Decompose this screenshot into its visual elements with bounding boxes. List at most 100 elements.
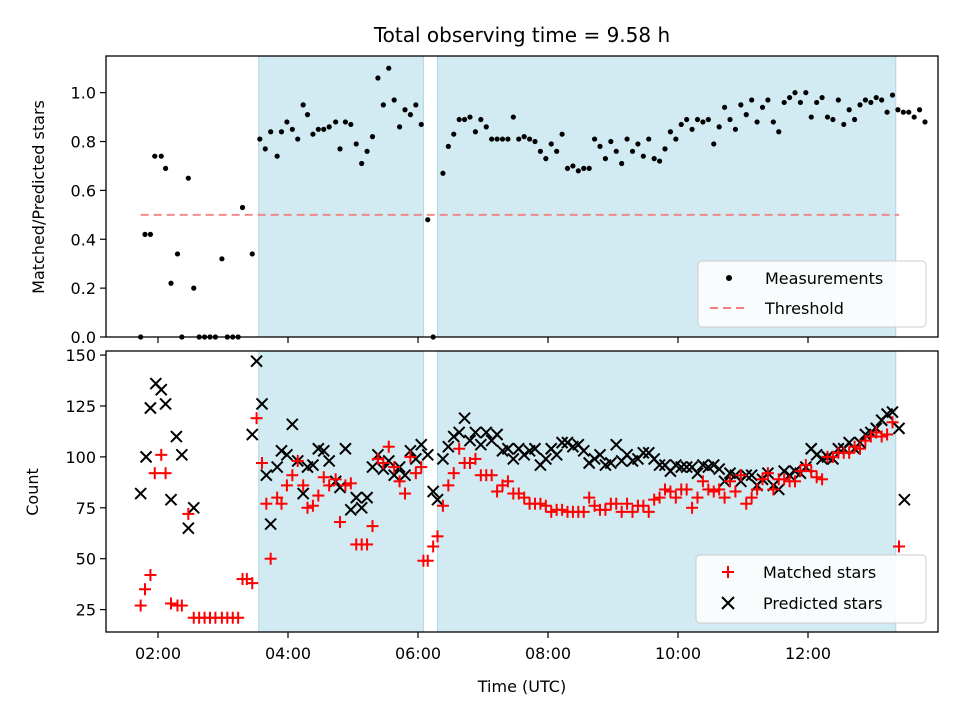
predicted-star-point	[398, 469, 412, 482]
shaded-region	[258, 55, 424, 338]
predicted-star-point	[355, 501, 368, 514]
bottom-y-axis-label: Count	[23, 468, 42, 516]
matched-star-point	[165, 597, 177, 610]
matched-star-point	[256, 456, 268, 469]
matched-star-point	[382, 440, 395, 453]
measurement-point	[494, 136, 500, 142]
matched-star-point	[599, 503, 612, 516]
predicted-star-point	[159, 397, 172, 411]
measurement-point	[884, 109, 890, 115]
measurement-point	[586, 165, 592, 171]
matched-star-point	[767, 483, 780, 496]
predicted-star-point	[653, 458, 666, 472]
measurement-point	[857, 102, 863, 108]
measurement-point	[689, 126, 695, 132]
measurement-point	[451, 131, 457, 137]
shaded-region	[258, 350, 424, 633]
x-tick-label: 12:00	[785, 644, 831, 663]
bottom-y-tick-label: 75	[76, 499, 96, 518]
measurement-point	[656, 158, 663, 164]
measurement-point	[174, 251, 181, 257]
measurement-point	[776, 129, 782, 135]
matched-star-point	[789, 475, 801, 488]
matched-star-point	[881, 428, 894, 441]
matched-stars-points	[134, 412, 905, 624]
predicted-star-point	[270, 460, 284, 474]
matched-star-point	[175, 599, 188, 612]
measurement-point	[602, 156, 609, 162]
matched-star-point	[329, 473, 342, 486]
measurement-point	[386, 65, 392, 71]
matched-star-point	[691, 491, 704, 504]
measurement-point	[472, 129, 479, 135]
measurement-point	[770, 119, 776, 125]
predicted-star-point	[280, 448, 294, 462]
matched-star-point	[377, 456, 390, 469]
measurement-point	[803, 90, 809, 96]
measurement-point	[765, 97, 771, 103]
predicted-star-point	[264, 517, 277, 531]
matched-star-point	[323, 479, 336, 492]
matched-star-point	[501, 475, 514, 488]
top-y-tick-label: 0.2	[71, 279, 96, 298]
measurement-point	[521, 134, 527, 140]
top-title: Total observing time = 9.58 h	[373, 23, 670, 47]
matched-star-point	[404, 450, 417, 463]
measurement-point	[380, 102, 386, 108]
predicted-star-point	[610, 438, 623, 451]
matched-star-point	[182, 507, 195, 520]
matched-star-point	[615, 505, 628, 518]
measurement-point	[889, 92, 896, 98]
measurement-point	[743, 112, 749, 118]
matched-star-point	[534, 497, 547, 510]
predicted-star-point	[286, 418, 299, 431]
measurement-point	[413, 102, 419, 108]
matched-star-point	[805, 465, 818, 478]
predicted-star-point	[175, 448, 189, 462]
predicted-star-point	[892, 422, 906, 435]
measurement-point	[537, 148, 544, 154]
matched-star-point	[260, 497, 273, 510]
top-ticks: 0.0 0.2 0.4 0.6 0.8 1.0	[71, 84, 809, 347]
measurement-point	[711, 141, 717, 147]
matched-star-point	[339, 479, 352, 492]
matched-star-point	[734, 469, 747, 482]
measurement-point	[364, 148, 370, 154]
measurement-point	[425, 217, 431, 223]
matched-star-point	[729, 485, 742, 498]
measurement-point	[851, 116, 858, 123]
predicted-star-point	[139, 450, 153, 464]
measurement-point	[483, 124, 489, 130]
measurement-point	[142, 231, 148, 237]
matched-star-point	[664, 485, 677, 498]
predicted-star-point	[898, 493, 911, 506]
measurement-point	[337, 146, 343, 152]
matched-star-point	[724, 475, 736, 488]
measurement-point	[608, 138, 614, 145]
matched-star-point	[696, 475, 709, 488]
measurement-point	[300, 102, 306, 108]
measurement-point	[873, 94, 879, 101]
legend-measurements-label: Measurements	[765, 269, 883, 288]
matched-star-point	[246, 577, 259, 590]
matched-star-point	[886, 416, 899, 429]
predicted-star-point	[436, 452, 450, 466]
measurement-point	[922, 119, 928, 125]
measurement-point	[375, 75, 381, 81]
predicted-star-point	[426, 485, 440, 498]
predicted-star-point	[490, 428, 504, 441]
matched-star-point	[232, 611, 245, 624]
measurement-point	[792, 90, 798, 96]
predicted-star-point	[577, 444, 590, 457]
predicted-star-point	[322, 454, 336, 468]
matched-star-point	[713, 483, 726, 496]
matched-star-point	[139, 583, 151, 596]
matched-star-point	[756, 473, 769, 486]
predicted-star-point	[458, 411, 471, 425]
measurement-point	[321, 126, 327, 132]
measurement-point	[353, 141, 359, 147]
measurement-point	[900, 109, 906, 115]
measurement-point	[262, 146, 268, 152]
measurement-point	[162, 165, 169, 171]
measurement-point	[862, 97, 869, 103]
